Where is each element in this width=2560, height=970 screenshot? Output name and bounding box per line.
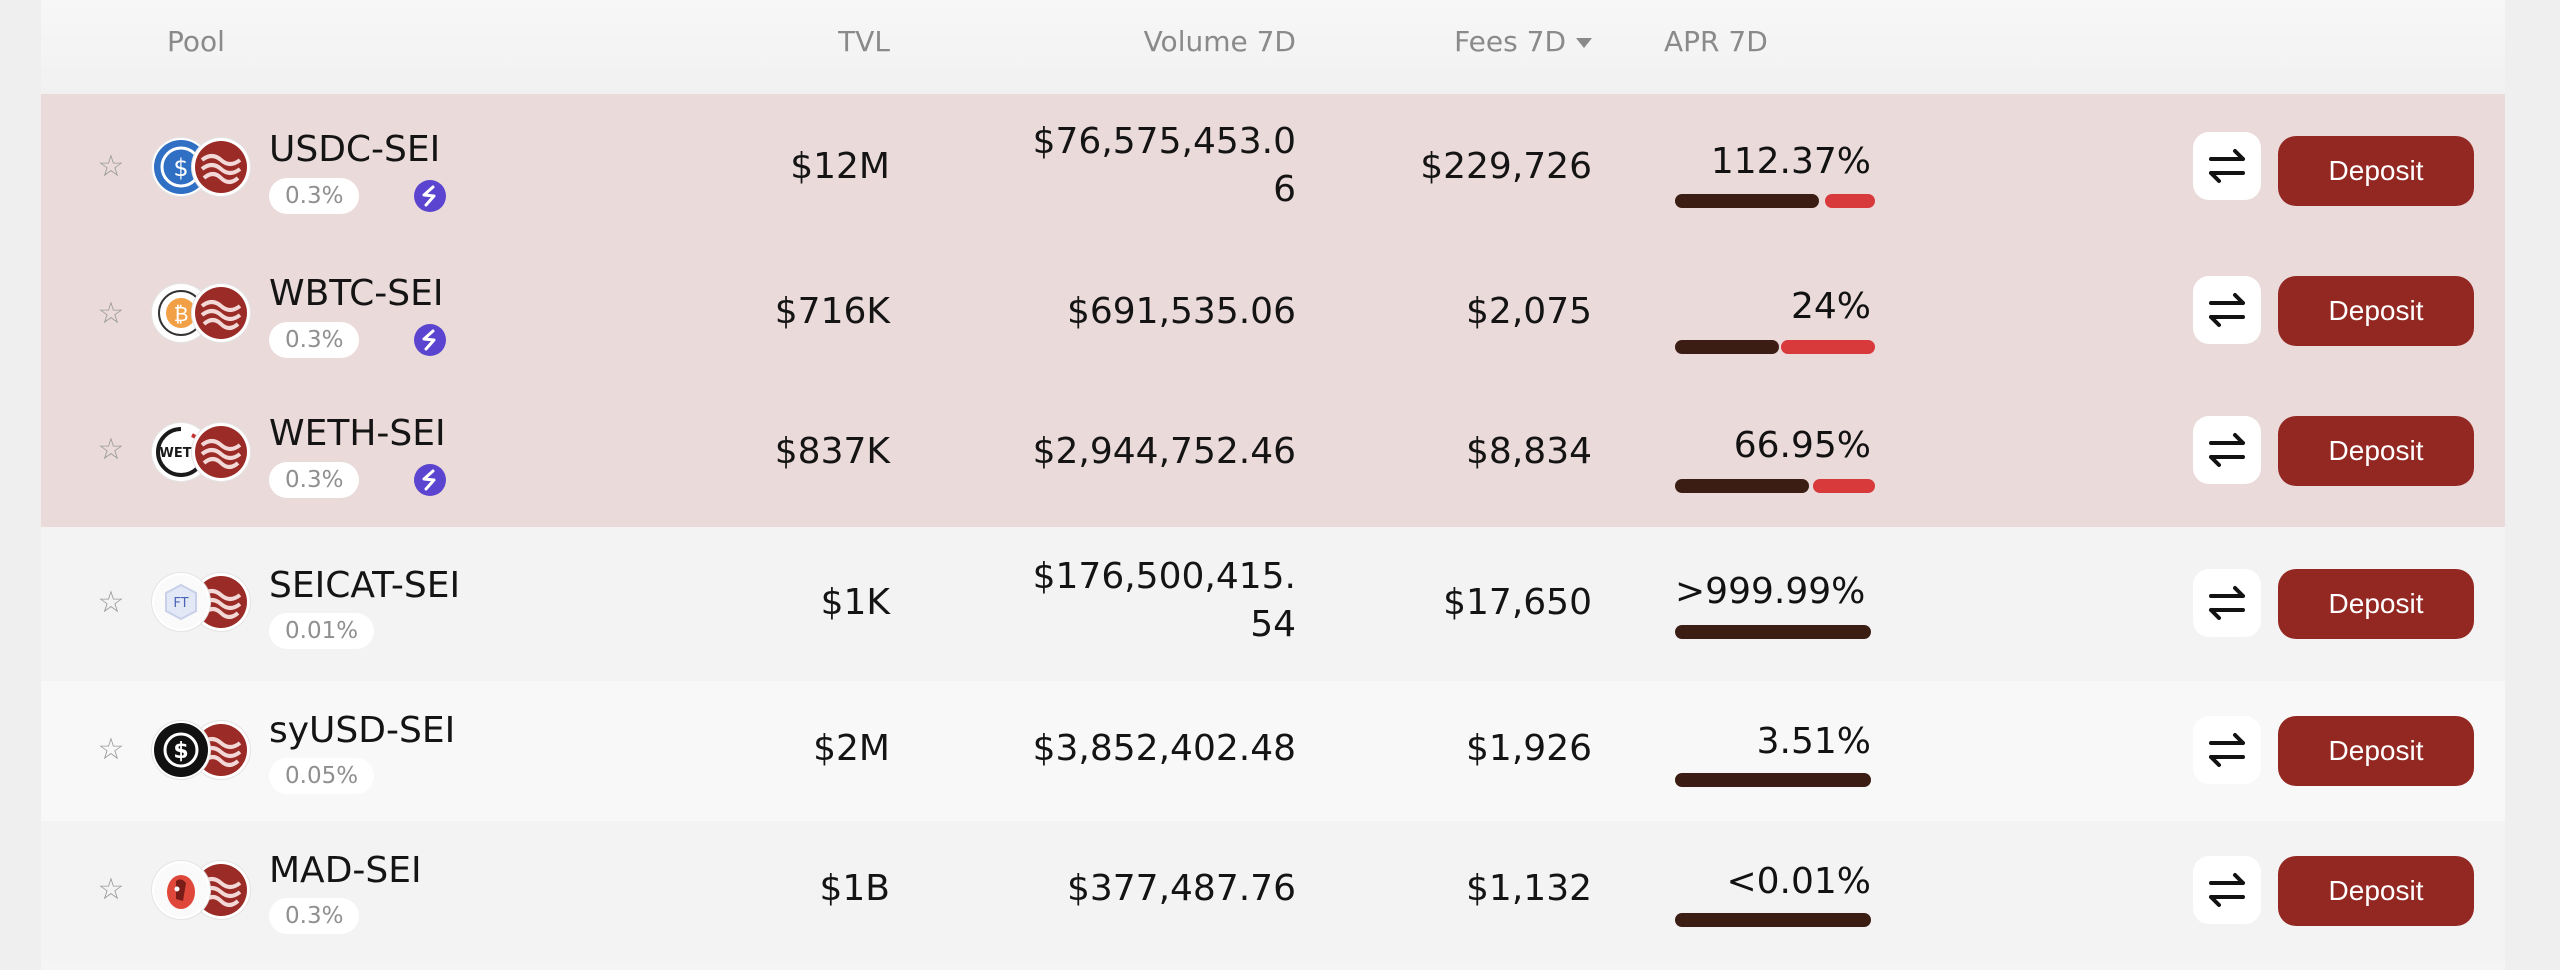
sei-token-icon	[192, 423, 250, 481]
seicat-icon: FT	[152, 573, 210, 631]
deposit-button[interactable]: Deposit	[2278, 716, 2474, 786]
swap-button[interactable]	[2193, 569, 2261, 637]
swap-button[interactable]	[2193, 132, 2261, 200]
fee-tier-badge: 0.3%	[269, 178, 360, 214]
table-row[interactable]: ☆ WETH WETH-SEI 0.3% $837K $2,944,752.46…	[41, 380, 2505, 527]
apr-value: 112.37%	[1710, 141, 1871, 182]
sei-token-icon	[192, 138, 250, 196]
sei-chain-icon	[414, 464, 446, 496]
header-apr[interactable]: APR 7D	[1664, 25, 1768, 58]
deposit-button[interactable]: Deposit	[2278, 276, 2474, 346]
star-icon[interactable]: ☆	[97, 432, 125, 467]
table-row[interactable]: ☆ $ USDC-SEI 0.3% $12M $76,575,453.06 $2…	[41, 94, 2505, 240]
fees-value: $1,926	[1466, 728, 1592, 769]
table-header: Pool TVL Volume 7D Fees 7D APR 7D	[41, 0, 2505, 94]
star-icon[interactable]: ☆	[97, 296, 125, 331]
header-pool[interactable]: Pool	[167, 25, 225, 58]
mad-icon	[152, 861, 210, 919]
star-icon[interactable]: ☆	[97, 732, 125, 767]
svg-text:₿: ₿	[174, 302, 189, 326]
table-row[interactable]: ☆ $ syUSD-SEI 0.05% $2M $3,852,402.48 $1…	[41, 681, 2505, 821]
pool-name: WETH-SEI	[269, 413, 446, 454]
apr-base-bar	[1675, 773, 1871, 787]
table-row[interactable]: ☆ FT SEICAT-SEI 0.01% $1K $176,500,415.5…	[41, 527, 2505, 681]
svg-text:FT: FT	[173, 596, 188, 611]
fees-value: $1,132	[1466, 868, 1592, 909]
tvl-value: $1K	[820, 582, 890, 623]
fee-tier-badge: 0.3%	[269, 462, 360, 498]
fees-value: $8,834	[1466, 431, 1592, 472]
apr-boost-bar	[1813, 479, 1875, 493]
tvl-value: $12M	[790, 146, 890, 187]
apr-value: 3.51%	[1756, 721, 1871, 762]
sei-token-icon	[192, 284, 250, 342]
apr-value: <0.01%	[1726, 861, 1871, 902]
volume-value: $3,852,402.48	[1032, 728, 1296, 769]
fee-tier-badge: 0.3%	[269, 898, 360, 934]
apr-base-bar	[1675, 479, 1809, 493]
swap-button[interactable]	[2193, 856, 2261, 924]
deposit-button[interactable]: Deposit	[2278, 416, 2474, 486]
swap-button[interactable]	[2193, 276, 2261, 344]
volume-value: $2,944,752.46	[1032, 431, 1296, 472]
pool-name: syUSD-SEI	[269, 710, 456, 751]
star-icon[interactable]: ☆	[97, 872, 125, 907]
table-row[interactable]: ☆ ₿ WBTC-SEI 0.3% $716K $691,535.06 $2,0…	[41, 240, 2505, 380]
syusd-icon: $	[152, 721, 210, 779]
fees-value: $2,075	[1466, 291, 1592, 332]
svg-text:WETH: WETH	[160, 446, 203, 461]
apr-value: >999.99%	[1675, 571, 1866, 612]
header-fees-label: Fees 7D	[1454, 25, 1566, 58]
tvl-value: $716K	[774, 291, 890, 332]
fees-value: $17,650	[1443, 582, 1592, 623]
sort-desc-icon	[1576, 38, 1592, 48]
fee-tier-badge: 0.3%	[269, 322, 360, 358]
svg-text:$: $	[173, 154, 188, 182]
tvl-value: $1B	[819, 868, 890, 909]
pools-table: Pool TVL Volume 7D Fees 7D APR 7D ☆ $ US…	[41, 0, 2505, 970]
apr-value: 24%	[1790, 286, 1871, 327]
tvl-value: $2M	[813, 728, 890, 769]
header-fees[interactable]: Fees 7D	[1454, 24, 1592, 60]
pool-name: SEICAT-SEI	[269, 565, 461, 606]
deposit-button[interactable]: Deposit	[2278, 569, 2474, 639]
star-icon[interactable]: ☆	[97, 149, 125, 184]
deposit-button[interactable]: Deposit	[2278, 856, 2474, 926]
fee-tier-badge: 0.01%	[269, 613, 375, 649]
star-icon[interactable]: ☆	[97, 585, 125, 620]
volume-value: $76,575,453.06	[1032, 121, 1296, 210]
deposit-button[interactable]: Deposit	[2278, 136, 2474, 206]
apr-boost-bar	[1781, 340, 1875, 354]
pool-name: WBTC-SEI	[269, 273, 444, 314]
volume-value: $691,535.06	[1066, 291, 1296, 332]
swap-button[interactable]	[2193, 416, 2261, 484]
volume-value: $176,500,415.54	[1032, 556, 1296, 645]
apr-boost-bar	[1825, 194, 1875, 208]
fees-value: $229,726	[1420, 146, 1592, 187]
apr-base-bar	[1675, 194, 1819, 208]
apr-base-bar	[1675, 340, 1779, 354]
table-row[interactable]: ☆ MAD-SEI 0.3% $1B $377,487.76 $1,132 <0…	[41, 821, 2505, 961]
apr-base-bar	[1675, 625, 1871, 639]
volume-value: $377,487.76	[1066, 868, 1296, 909]
fee-tier-badge: 0.05%	[269, 758, 375, 794]
pool-name: USDC-SEI	[269, 129, 441, 170]
sei-chain-icon	[414, 180, 446, 212]
pool-name: MAD-SEI	[269, 850, 422, 891]
swap-button[interactable]	[2193, 716, 2261, 784]
sei-chain-icon	[414, 324, 446, 356]
apr-base-bar	[1675, 913, 1871, 927]
tvl-value: $837K	[774, 431, 890, 472]
apr-value: 66.95%	[1733, 425, 1871, 466]
header-volume[interactable]: Volume 7D	[1143, 25, 1296, 58]
header-tvl[interactable]: TVL	[838, 25, 890, 58]
svg-text:$: $	[173, 739, 188, 764]
